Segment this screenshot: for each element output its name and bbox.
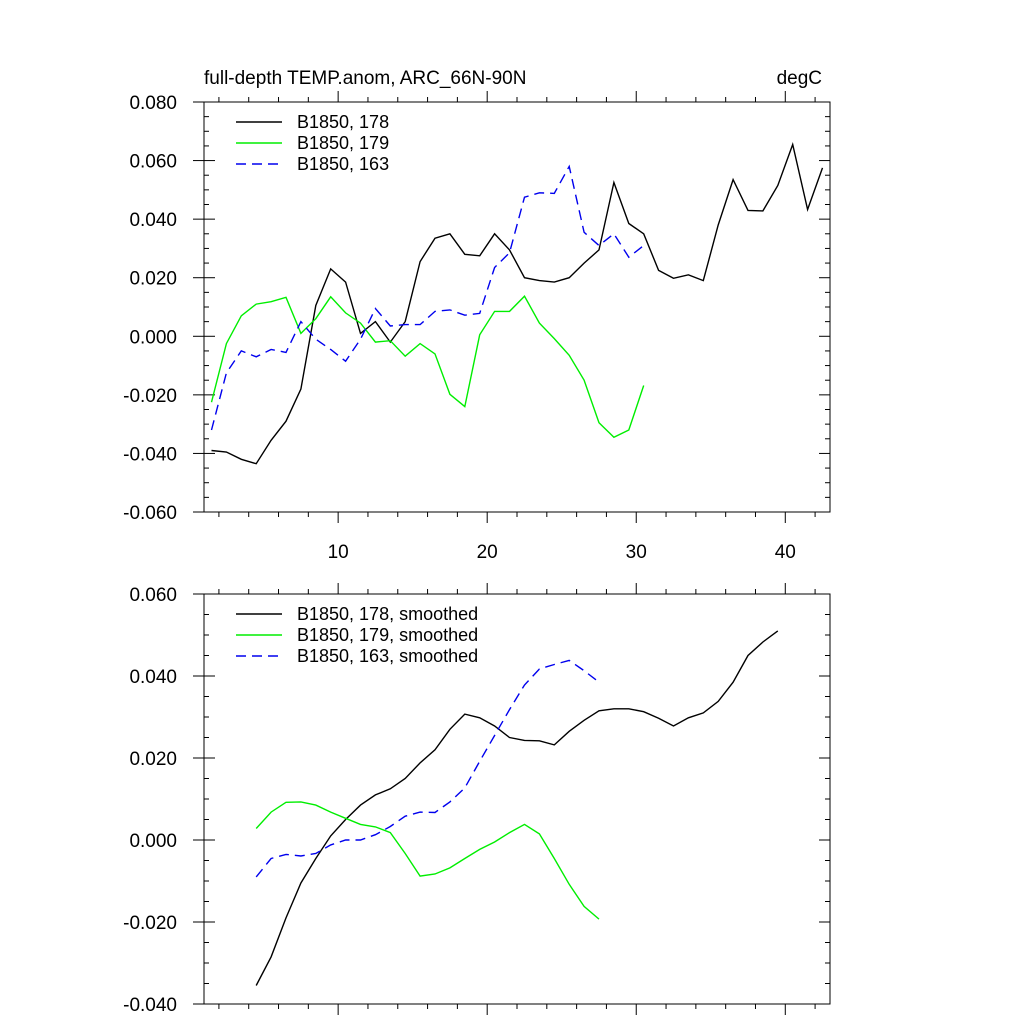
bottom-ytick-label: 0.000 (129, 831, 177, 852)
top-legend-label-2: B1850, 179 (297, 133, 389, 153)
bottom-ytick-label: 0.020 (129, 749, 177, 770)
top-ytick-label: -0.040 (123, 444, 177, 465)
top-chart-title: full-depth TEMP.anom, ARC_66N-90N (204, 68, 526, 89)
top-ytick-label: -0.020 (123, 386, 177, 407)
top-xtick-label: 40 (775, 542, 796, 563)
top-xtick-label: 10 (328, 542, 349, 563)
bottom-panel: -0.040 -0.020 0.000 0.020 0.040 0.060 B1850, … (123, 583, 831, 1016)
top-ytick-label: -0.060 (123, 503, 177, 524)
top-series-line-3 (210, 164, 645, 431)
top-ytick-label: 0.020 (129, 269, 177, 290)
bottom-legend-label-1: B1850, 178, smoothed (297, 604, 478, 624)
bottom-ytick-label: 0.040 (129, 667, 177, 688)
top-series-line-2 (210, 295, 645, 439)
bottom-ytick-label: -0.040 (123, 995, 177, 1016)
bottom-series-line-3 (255, 659, 600, 878)
top-legend-label-3: B1850, 163 (297, 154, 389, 174)
top-chart-units: degC (777, 68, 822, 89)
top-xtick-label: 20 (477, 542, 498, 563)
top-ytick-label: 0.000 (129, 327, 177, 348)
top-ytick-label: 0.040 (129, 210, 177, 231)
bottom-ytick-label: -0.020 (123, 913, 177, 934)
top-axis-ticks: -0.060 -0.040 -0.020 0.000 0.020 0.040 0.060 0.… (123, 91, 830, 563)
bottom-series-line-1 (255, 630, 779, 986)
top-legend-label-1: B1850, 178 (297, 112, 389, 132)
top-series-line-1 (211, 142, 824, 465)
top-ytick-label: 0.060 (129, 152, 177, 173)
top-xtick-label: 30 (626, 542, 647, 563)
bottom-ytick-label: 0.060 (129, 585, 177, 606)
bottom-legend-label-3: B1850, 163, smoothed (297, 646, 478, 666)
top-series-group (210, 142, 824, 465)
top-ytick-label: 0.080 (129, 93, 177, 114)
bottom-legend-label-2: B1850, 179, smoothed (297, 625, 478, 645)
bottom-series-group (255, 630, 779, 986)
top-panel: -0.060 -0.040 -0.020 0.000 0.020 0.040 0.060 0.… (123, 68, 831, 563)
bottom-series-line-2 (255, 801, 600, 920)
bottom-axis-ticks: -0.040 -0.020 0.000 0.020 0.040 0.060 (123, 583, 830, 1016)
